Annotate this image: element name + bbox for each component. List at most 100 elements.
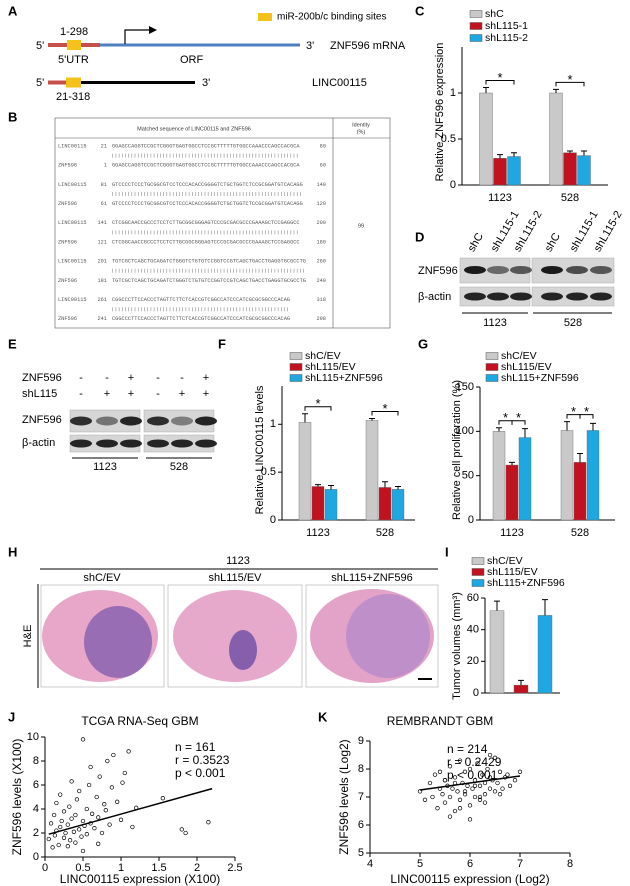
point xyxy=(69,816,74,821)
point xyxy=(422,797,428,802)
condition-sign: - xyxy=(79,372,83,384)
point xyxy=(69,779,74,784)
y-axis-label: ZNF596 levels (X100) xyxy=(10,739,24,856)
seq-end: 298 xyxy=(316,316,326,322)
sequence: GTCCCCTCCCTGCGGCGTCCTCCCACACCGGGGTCTGCTG… xyxy=(112,182,303,188)
legend-swatch xyxy=(485,352,499,360)
point xyxy=(120,780,125,785)
y-tick-label: 0 xyxy=(468,514,474,526)
point xyxy=(462,769,468,774)
gene-label: ZNF596 mRNA xyxy=(330,40,406,52)
point xyxy=(452,775,458,780)
point xyxy=(59,818,64,824)
chart-title: REMBRANDT GBM xyxy=(387,714,493,728)
error-bar xyxy=(382,481,388,488)
panel-label: K xyxy=(318,709,328,724)
error-bar xyxy=(328,485,334,490)
x-tick-label: 1123 xyxy=(306,527,330,539)
legend-swatch xyxy=(289,352,303,360)
point xyxy=(482,792,488,797)
end-label: 3' xyxy=(306,40,314,52)
point xyxy=(517,769,523,774)
lnc-line xyxy=(81,81,195,84)
seq-name: ZNF596 xyxy=(58,316,77,322)
legend-label: shL115+ZNF596 xyxy=(501,372,579,384)
table-header: Matched sequence of LINC00115 and ZNF596 xyxy=(137,126,251,132)
point xyxy=(465,783,470,788)
band xyxy=(171,416,193,426)
gene-label: LINC00115 xyxy=(312,77,367,89)
point xyxy=(505,772,510,777)
legend-label: shL115/EV xyxy=(487,566,538,578)
error-bar xyxy=(315,484,321,487)
point xyxy=(73,840,78,845)
panel-label: H xyxy=(8,544,17,559)
seq-end: 60 xyxy=(320,163,326,169)
legend-label: shC xyxy=(485,8,504,20)
x-tick-label: 1123 xyxy=(500,527,524,539)
point xyxy=(487,752,493,758)
y-tick-label: 10 xyxy=(27,731,39,743)
point xyxy=(103,808,108,813)
y-tick-label: 60 xyxy=(467,592,479,604)
point xyxy=(122,770,127,776)
y-axis-label: Tumor volumes (mm³) xyxy=(451,592,463,700)
point xyxy=(512,778,518,783)
band xyxy=(590,292,612,301)
point xyxy=(457,797,463,802)
error-bar xyxy=(553,88,559,93)
seq-end: 180 xyxy=(316,239,326,245)
point xyxy=(442,800,448,805)
y-tick-label: 1 xyxy=(450,87,456,99)
seq-start: 21 xyxy=(101,143,107,149)
error-bar xyxy=(518,679,524,686)
y-tick-label: 6 xyxy=(33,779,39,791)
error-bar xyxy=(590,422,596,431)
x-tick-label: 1123 xyxy=(488,192,512,204)
condition-label: shL115+ZNF596 xyxy=(331,572,412,584)
seq-name: ZNF596 xyxy=(58,201,77,207)
seq-end: 140 xyxy=(316,182,326,188)
bar xyxy=(563,152,577,186)
point xyxy=(492,789,498,794)
end-label: 5' xyxy=(36,40,44,52)
bar xyxy=(577,155,591,186)
y-tick-label: 2 xyxy=(33,827,39,839)
significance-bracket xyxy=(485,79,515,85)
x-tick-label: 4 xyxy=(367,858,373,870)
bar xyxy=(493,158,507,186)
x-tick-label: 6 xyxy=(467,858,473,870)
legend-label: shL115+ZNF596 xyxy=(487,577,565,589)
group-label: 1123 xyxy=(93,461,117,473)
sequence: GGAGCCAGGTCCGCTCGGGTGAGTGGCCTCCGCTTTTTGT… xyxy=(112,163,300,169)
point xyxy=(115,799,120,804)
band xyxy=(70,416,92,426)
statistic: n = 161 xyxy=(175,740,216,754)
error-bar xyxy=(564,421,570,431)
statistic: p < 0.001 xyxy=(175,766,226,780)
legend-label: shL115-1 xyxy=(485,20,528,32)
band xyxy=(487,266,509,274)
error-bar xyxy=(511,152,517,157)
band xyxy=(510,292,532,301)
x-tick-label: 528 xyxy=(571,527,589,539)
point xyxy=(457,758,463,763)
point xyxy=(477,797,483,802)
sequence: CTCGGCAACCGCCCTCCTCTTGCGGCGGGAGTCCCGCGAC… xyxy=(112,239,300,245)
point xyxy=(487,775,493,780)
arrow-head xyxy=(149,26,157,34)
point xyxy=(48,821,54,826)
tumor xyxy=(346,594,430,678)
legend-swatch xyxy=(471,579,485,587)
error-bar xyxy=(577,453,583,463)
panel-label: C xyxy=(415,3,425,18)
sequence: TGTCGCTCAGCTGCAGATCTGGGTCTGTGTCCGGTCCGTC… xyxy=(112,278,306,284)
panel-label: J xyxy=(8,709,15,724)
significance-bracket xyxy=(371,411,399,416)
point xyxy=(507,783,513,788)
y-tick-label: 8 xyxy=(358,763,364,775)
seq-start: 141 xyxy=(97,220,107,226)
seq-end: 260 xyxy=(316,259,326,265)
point xyxy=(109,785,115,790)
y-tick-label: 4 xyxy=(33,803,39,815)
